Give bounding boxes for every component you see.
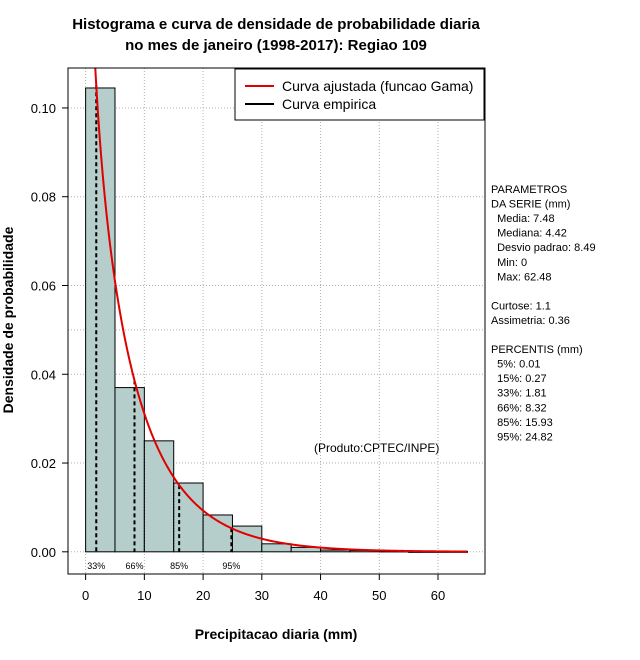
y-axis: 0.00 0.02 0.04 0.06 0.08 0.10 bbox=[31, 101, 68, 560]
stats-line: 85%: 15.93 bbox=[491, 417, 553, 429]
histogram-bar bbox=[143, 440, 175, 553]
stats-line: Curtose: 1.1 bbox=[491, 300, 551, 312]
x-tick-label: 50 bbox=[372, 588, 386, 603]
stats-line: 66%: 8.32 bbox=[491, 402, 547, 414]
stats-line: 5%: 0.01 bbox=[491, 359, 541, 371]
histogram-bar bbox=[85, 87, 116, 553]
x-tick-label: 30 bbox=[255, 588, 269, 603]
y-tick-label: 0.08 bbox=[31, 190, 56, 205]
histogram-bar bbox=[261, 543, 292, 553]
x-tick-label: 10 bbox=[137, 588, 151, 603]
x-tick-label: 40 bbox=[313, 588, 327, 603]
stats-line: 33%: 1.81 bbox=[491, 388, 547, 400]
x-tick-label: 20 bbox=[196, 588, 210, 603]
y-tick-label: 0.02 bbox=[31, 456, 56, 471]
chart-title-line2: no mes de janeiro (1998-2017): Regiao 10… bbox=[125, 37, 427, 54]
percentile-label: 66% bbox=[125, 561, 143, 571]
stats-line: Min: 0 bbox=[491, 257, 527, 269]
stats-line: PERCENTIS (mm) bbox=[491, 344, 583, 356]
percentile-label: 33% bbox=[87, 561, 105, 571]
histogram-bar bbox=[320, 549, 351, 553]
stats-line: Mediana: 4.42 bbox=[491, 228, 567, 240]
stats-line: Assimetria: 0.36 bbox=[491, 315, 570, 327]
histogram-bar bbox=[114, 387, 145, 553]
x-axis: 0 10 20 30 40 50 60 bbox=[82, 574, 445, 603]
y-tick-label: 0.04 bbox=[31, 367, 56, 382]
x-tick-label: 0 bbox=[82, 588, 89, 603]
chart-title-line1: Histograma e curva de densidade de proba… bbox=[72, 16, 480, 33]
percentile-labels: 33% 66% 85% 95% bbox=[87, 561, 240, 571]
gamma-fit-curve bbox=[94, 68, 468, 553]
stats-line: 95%: 24.82 bbox=[491, 431, 553, 443]
plot-frame bbox=[67, 67, 486, 575]
stats-panel: PARAMETROS DA SERIE (mm) Media: 7.48 Medi… bbox=[491, 184, 596, 443]
legend: Curva ajustada (funcao Gama) Curva empir… bbox=[234, 68, 485, 121]
y-tick-label: 0.10 bbox=[31, 101, 56, 116]
stats-line: PARAMETROS bbox=[491, 184, 567, 196]
percentile-lines bbox=[95, 85, 233, 552]
stats-line: Desvio padrao: 8.49 bbox=[491, 242, 596, 254]
y-tick-label: 0.00 bbox=[31, 545, 56, 560]
percentile-label: 85% bbox=[170, 561, 188, 571]
legend-box bbox=[234, 68, 485, 121]
stats-line: DA SERIE (mm) bbox=[491, 199, 570, 211]
histogram-bars bbox=[85, 87, 468, 553]
x-axis-label: Precipitacao diaria (mm) bbox=[195, 626, 358, 642]
legend-label-empirical: Curva empirica bbox=[282, 96, 376, 112]
stats-line: Max: 62.48 bbox=[491, 271, 552, 283]
y-axis-label: Densidade de probabilidade bbox=[0, 226, 16, 413]
y-tick-label: 0.06 bbox=[31, 278, 56, 293]
stats-line: Media: 7.48 bbox=[491, 213, 555, 225]
legend-label-fit: Curva ajustada (funcao Gama) bbox=[282, 78, 473, 94]
product-annotation: (Produto:CPTEC/INPE) bbox=[314, 441, 439, 455]
histogram-bar bbox=[173, 482, 204, 553]
x-tick-label: 60 bbox=[431, 588, 445, 603]
stats-line: 15%: 0.27 bbox=[491, 373, 547, 385]
percentile-label: 95% bbox=[222, 561, 240, 571]
